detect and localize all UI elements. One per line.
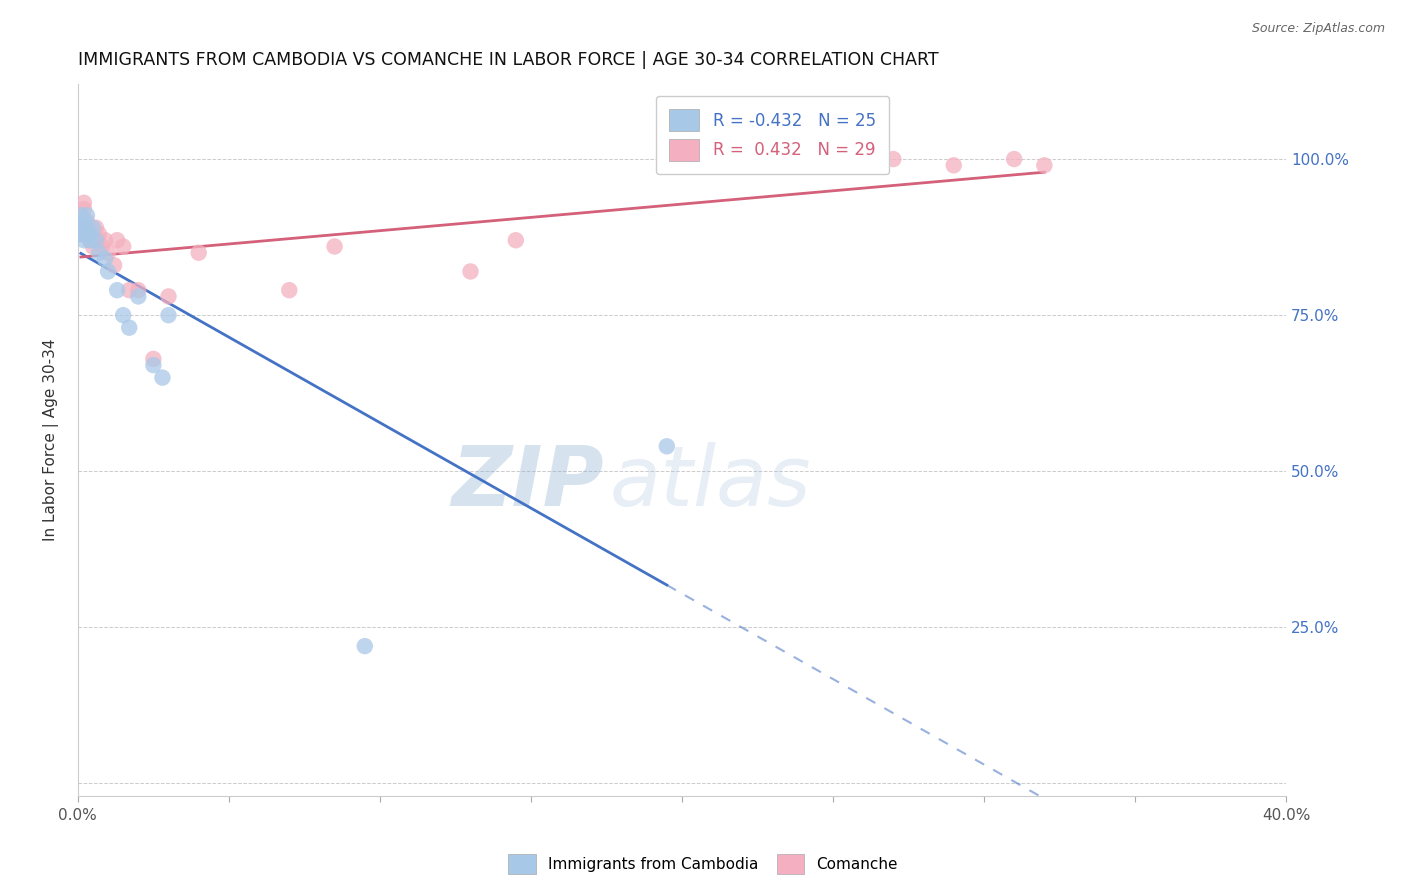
Point bbox=[157, 289, 180, 303]
Point bbox=[278, 283, 301, 297]
Point bbox=[112, 239, 135, 253]
Point bbox=[70, 227, 93, 241]
Point bbox=[94, 233, 117, 247]
Point bbox=[70, 220, 93, 235]
Point bbox=[118, 320, 141, 334]
Point bbox=[70, 227, 93, 241]
Point bbox=[76, 227, 98, 241]
Point bbox=[73, 220, 96, 235]
Legend: R = -0.432   N = 25, R =  0.432   N = 29: R = -0.432 N = 25, R = 0.432 N = 29 bbox=[657, 96, 889, 174]
Point bbox=[505, 233, 527, 247]
Point bbox=[105, 233, 128, 247]
Point bbox=[84, 220, 107, 235]
Point bbox=[112, 308, 135, 322]
Point bbox=[76, 220, 98, 235]
Point bbox=[91, 239, 114, 253]
Text: atlas: atlas bbox=[609, 442, 811, 524]
Point bbox=[142, 358, 165, 372]
Point bbox=[882, 152, 904, 166]
Point bbox=[79, 233, 101, 247]
Point bbox=[79, 233, 101, 247]
Point bbox=[87, 245, 110, 260]
Text: Source: ZipAtlas.com: Source: ZipAtlas.com bbox=[1251, 22, 1385, 36]
Point bbox=[84, 233, 107, 247]
Point bbox=[82, 220, 104, 235]
Point bbox=[118, 283, 141, 297]
Point bbox=[127, 283, 149, 297]
Point bbox=[142, 351, 165, 366]
Point bbox=[655, 439, 678, 453]
Point bbox=[79, 227, 101, 241]
Legend: Immigrants from Cambodia, Comanche: Immigrants from Cambodia, Comanche bbox=[502, 848, 904, 880]
Point bbox=[1002, 152, 1025, 166]
Point bbox=[97, 245, 120, 260]
Y-axis label: In Labor Force | Age 30-34: In Labor Force | Age 30-34 bbox=[44, 339, 59, 541]
Point bbox=[323, 239, 346, 253]
Point bbox=[87, 227, 110, 241]
Point bbox=[84, 233, 107, 247]
Point bbox=[76, 227, 98, 241]
Point bbox=[82, 239, 104, 253]
Point bbox=[73, 195, 96, 210]
Text: IMMIGRANTS FROM CAMBODIA VS COMANCHE IN LABOR FORCE | AGE 30-34 CORRELATION CHAR: IMMIGRANTS FROM CAMBODIA VS COMANCHE IN … bbox=[77, 51, 938, 69]
Point bbox=[97, 264, 120, 278]
Point bbox=[152, 370, 174, 384]
Point bbox=[105, 283, 128, 297]
Point bbox=[103, 258, 125, 272]
Point bbox=[1033, 158, 1056, 172]
Point bbox=[157, 308, 180, 322]
Point bbox=[73, 233, 96, 247]
Point bbox=[187, 245, 209, 260]
Point bbox=[73, 202, 96, 216]
Point bbox=[73, 214, 96, 228]
Point bbox=[942, 158, 965, 172]
Point bbox=[353, 639, 375, 653]
Point bbox=[127, 289, 149, 303]
Point bbox=[94, 252, 117, 266]
Point bbox=[70, 208, 93, 222]
Point bbox=[460, 264, 482, 278]
Point bbox=[76, 208, 98, 222]
Point bbox=[76, 214, 98, 228]
Text: ZIP: ZIP bbox=[451, 442, 603, 524]
